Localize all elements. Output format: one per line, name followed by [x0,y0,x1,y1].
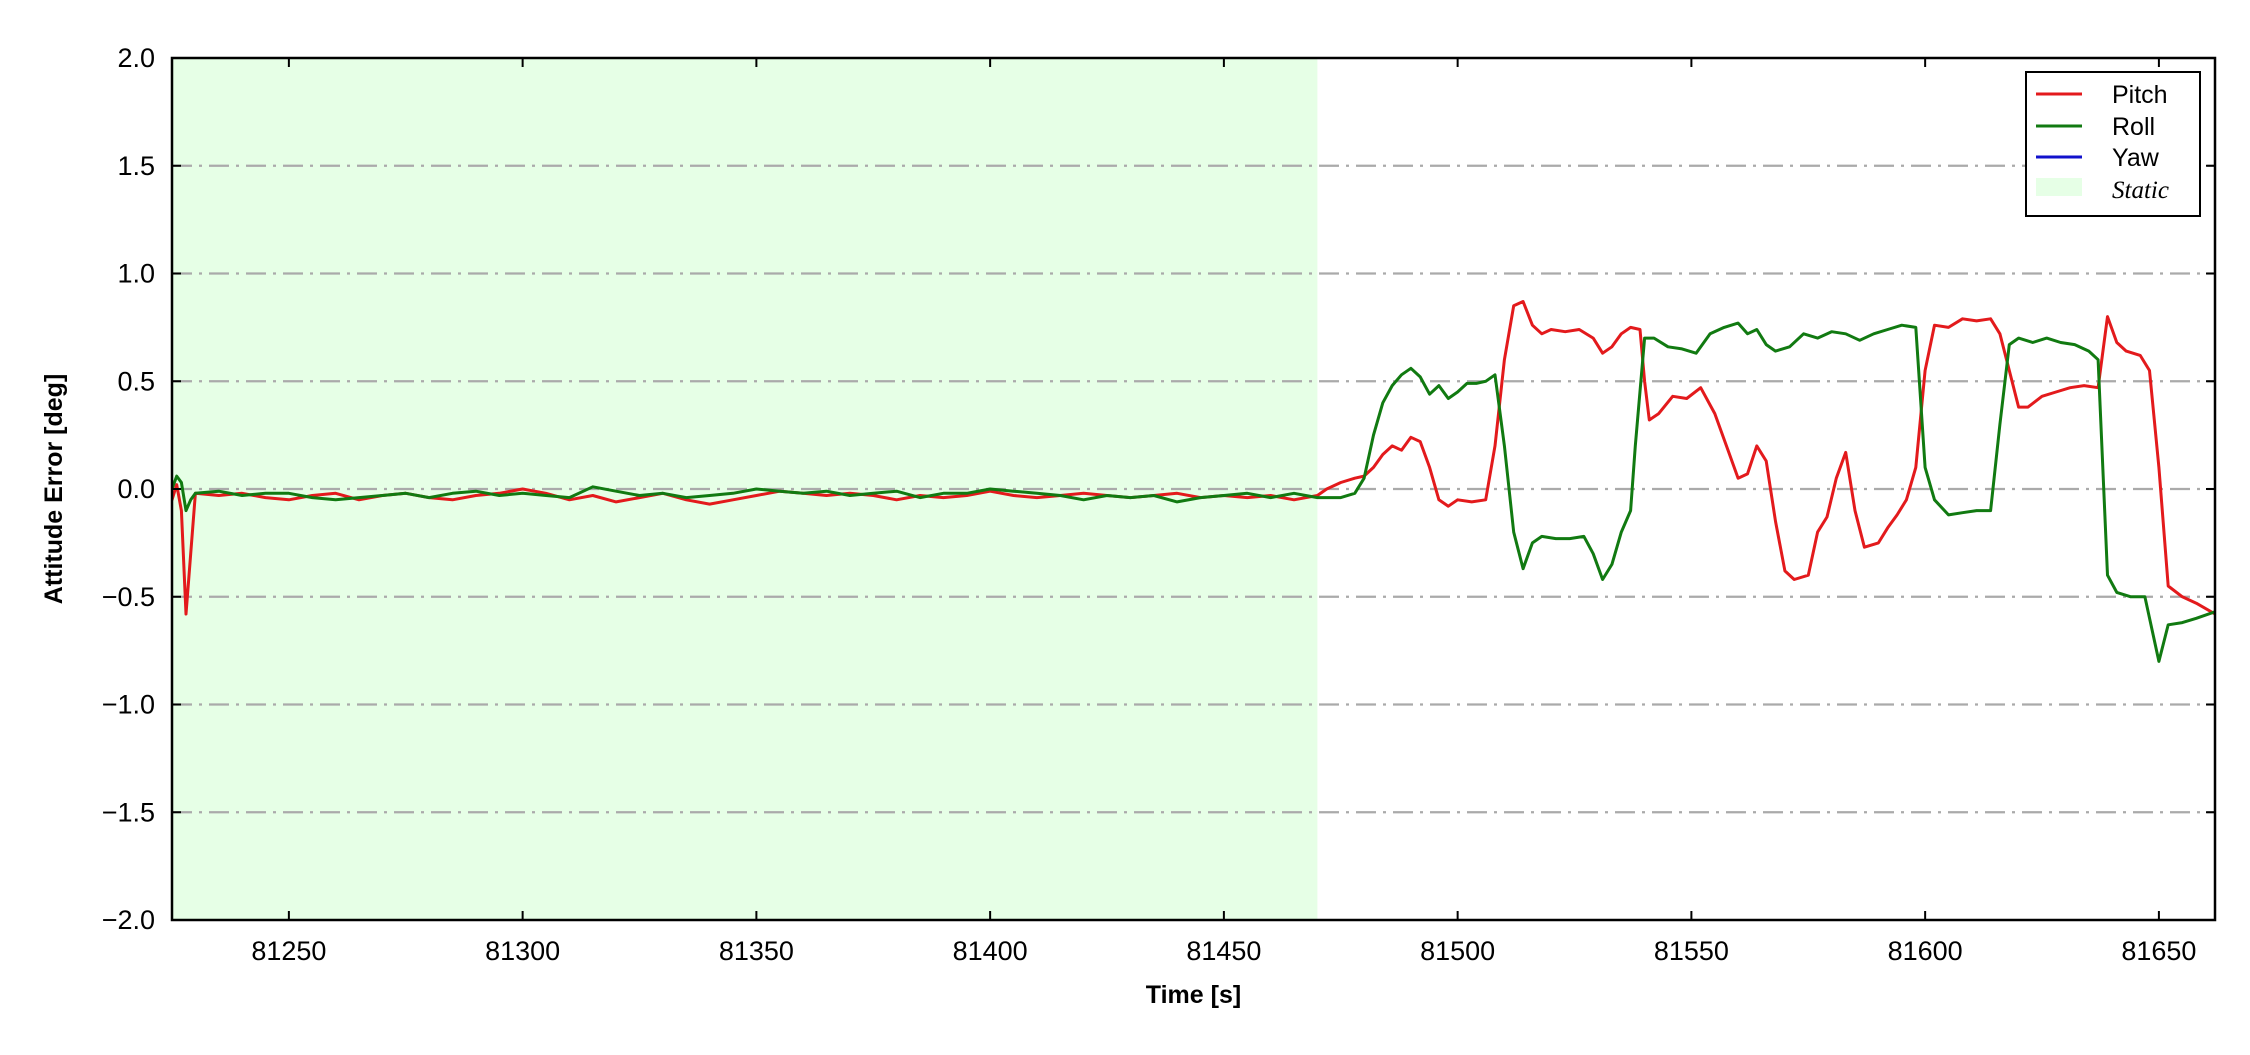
y-tick-label: 0.0 [117,474,155,504]
legend-label-roll: Roll [2112,113,2155,141]
legend: Pitch Roll Yaw Static [2025,71,2201,217]
x-tick-label: 81300 [485,936,560,966]
x-tick-label: 81400 [953,936,1028,966]
x-tick-label: 81650 [2121,936,2196,966]
x-tick-label: 81500 [1420,936,1495,966]
series-layer [172,300,2215,663]
axis-ticks: 81250 81300 81350 81400 81450 81500 81550 81600… [102,43,2215,966]
series-line-roll [172,321,2215,663]
y-tick-label: 2.0 [117,43,155,73]
x-tick-label: 81600 [1888,936,1963,966]
x-axis-label: Time [s] [1146,981,1241,1009]
y-tick-label: −1.0 [102,690,155,720]
legend-label-yaw: Yaw [2112,144,2160,172]
legend-label-pitch: Pitch [2112,81,2168,109]
x-tick-label: 81250 [251,936,326,966]
legend-box [2025,71,2201,217]
series-line-pitch [172,300,2215,616]
x-tick-label: 81450 [1186,936,1261,966]
y-tick-label: −1.5 [102,797,155,827]
legend-swatch-static [2036,178,2082,196]
x-tick-label: 81550 [1654,936,1729,966]
grid-lines [172,164,2215,814]
y-tick-label: 0.5 [117,366,155,396]
x-tick-label: 81350 [719,936,794,966]
legend-label-static: Static [2112,177,2169,204]
y-axis-label: Attitude Error [deg] [40,374,68,605]
y-tick-label: −0.5 [102,582,155,612]
y-tick-label: 1.5 [117,151,155,181]
y-tick-label: 1.0 [117,259,155,289]
y-tick-label: −2.0 [102,905,155,935]
